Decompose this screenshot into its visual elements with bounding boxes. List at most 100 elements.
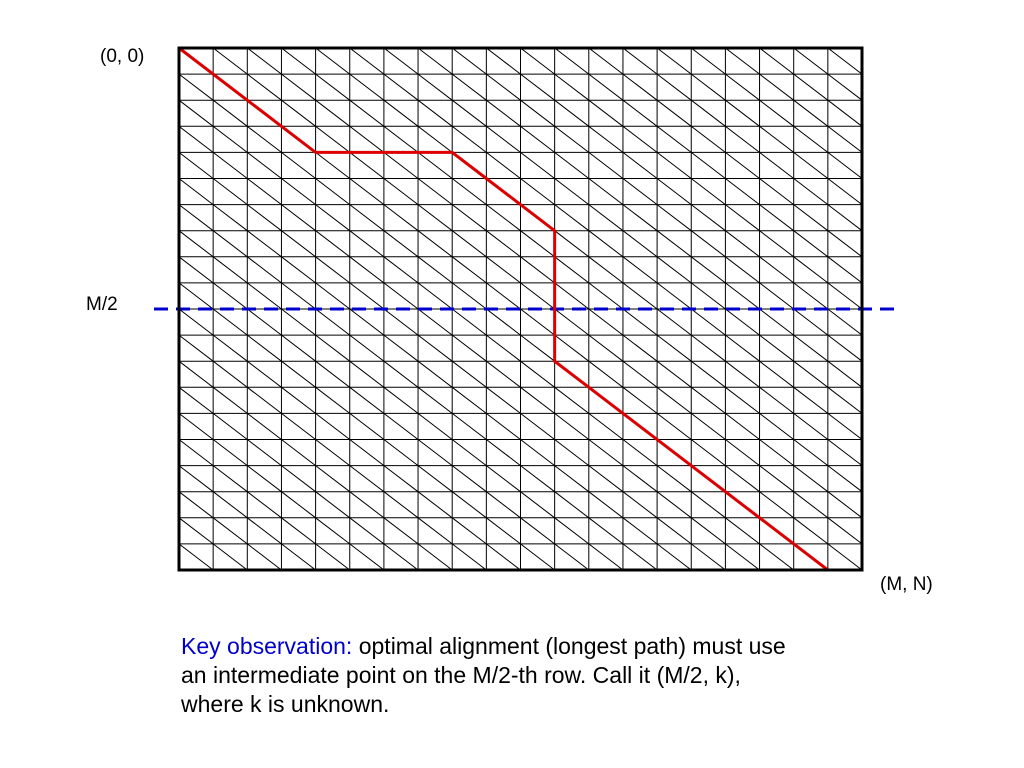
grid-diagonal-line xyxy=(725,256,760,284)
grid-diagonal-line xyxy=(451,334,487,362)
grid-diagonal-line xyxy=(246,386,282,414)
grid-diagonal-line xyxy=(520,491,555,519)
grid-diagonal-line xyxy=(554,413,590,440)
grid-diagonal-line xyxy=(315,465,351,493)
grid-diagonal-line xyxy=(246,334,282,362)
grid-diagonal-line xyxy=(349,517,385,545)
grid-diagonal-line xyxy=(212,282,248,310)
grid-diagonal-line xyxy=(212,99,248,127)
grid-diagonal-line xyxy=(759,386,795,414)
grid-diagonal-line xyxy=(588,125,624,153)
grid-diagonal-line xyxy=(178,517,214,545)
grid-diagonal-line xyxy=(827,230,863,258)
grid-diagonal-line xyxy=(554,517,590,545)
grid-diagonal-line xyxy=(246,125,282,153)
grid-diagonal-line xyxy=(349,308,385,336)
grid-diagonal-line xyxy=(554,152,590,179)
grid-diagonal-line xyxy=(315,256,351,284)
grid-diagonal-line xyxy=(178,491,214,519)
grid-diagonal-line xyxy=(417,99,453,127)
grid-diagonal-line xyxy=(759,334,795,362)
grid-diagonal-line xyxy=(417,386,453,414)
grid-diagonal-line xyxy=(212,308,248,336)
grid-diagonal-line xyxy=(725,308,760,336)
grid-diagonal-line xyxy=(349,204,385,232)
grid-diagonal-line xyxy=(451,204,487,232)
grid-diagonal-line xyxy=(827,256,863,284)
grid-diagonal-line xyxy=(246,256,282,284)
grid-diagonal-line xyxy=(793,465,829,493)
grid-diagonal-line xyxy=(588,256,624,284)
grid-diagonal-line xyxy=(417,465,453,493)
grid-diagonal-line xyxy=(759,439,795,466)
grid-diagonal-line xyxy=(281,439,316,466)
grid-diagonal-line xyxy=(827,178,863,205)
grid-diagonal-line xyxy=(656,517,692,545)
grid-diagonal-line xyxy=(725,439,760,466)
grid-diagonal-line xyxy=(451,386,487,414)
grid-diagonal-line xyxy=(656,386,692,414)
grid-diagonal-line xyxy=(520,256,555,284)
grid-diagonal-line xyxy=(793,491,829,519)
grid-diagonal-line xyxy=(656,491,692,519)
grid-diagonal-line xyxy=(178,73,214,101)
grid-diagonal-line xyxy=(349,543,385,571)
grid-diagonal-line xyxy=(451,491,487,519)
grid-diagonal-line xyxy=(212,47,248,75)
grid-diagonal-line xyxy=(520,413,555,440)
grid-diagonal-line xyxy=(690,204,726,232)
grid-diagonal-line xyxy=(827,152,863,179)
grid-diagonal-line xyxy=(622,125,658,153)
grid-diagonal-line xyxy=(178,334,214,362)
grid-diagonal-line xyxy=(554,439,590,466)
grid-diagonal-line xyxy=(588,230,624,258)
grid-diagonal-line xyxy=(725,125,760,153)
grid-diagonal-line xyxy=(417,125,453,153)
grid-diagonal-line xyxy=(588,543,624,571)
grid-diagonal-line xyxy=(451,360,487,388)
grid-diagonal-line xyxy=(554,491,590,519)
grid-diagonal-line xyxy=(827,73,863,101)
grid-diagonal-line xyxy=(212,543,248,571)
grid-diagonal-line xyxy=(178,465,214,493)
grid-diagonal-line xyxy=(759,178,795,205)
grid-diagonal-line xyxy=(520,334,555,362)
grid-diagonal-line xyxy=(827,282,863,310)
grid-diagonal-line xyxy=(315,99,351,127)
grid-diagonal-line xyxy=(759,543,795,571)
grid-diagonal-line xyxy=(588,152,624,179)
grid-diagonal-line xyxy=(622,73,658,101)
grid-diagonal-line xyxy=(349,230,385,258)
grid-diagonal-line xyxy=(827,360,863,388)
grid-diagonal-line xyxy=(486,465,521,493)
grid-diagonal-line xyxy=(520,308,555,336)
grid-diagonal-line xyxy=(281,517,316,545)
grid-diagonal-line xyxy=(690,178,726,205)
grid-diagonal-line xyxy=(383,439,419,466)
grid-diagonal-line xyxy=(349,178,385,205)
grid-diagonal-line xyxy=(827,308,863,336)
grid-diagonal-line xyxy=(315,308,351,336)
grid-diagonal-line xyxy=(315,413,351,440)
grid-diagonal-line xyxy=(793,73,829,101)
grid-diagonal-line xyxy=(520,47,555,75)
grid-diagonal-line xyxy=(690,517,726,545)
grid-diagonal-line xyxy=(212,204,248,232)
grid-diagonal-line xyxy=(690,152,726,179)
grid-diagonal-line xyxy=(690,282,726,310)
grid-diagonal-line xyxy=(486,543,521,571)
grid-diagonal-line xyxy=(349,99,385,127)
grid-diagonal-line xyxy=(451,282,487,310)
grid-diagonal-line xyxy=(759,73,795,101)
grid-diagonal-line xyxy=(725,282,760,310)
grid-diagonal-line xyxy=(486,125,521,153)
grid-diagonal-line xyxy=(178,230,214,258)
grid-diagonal-line xyxy=(622,334,658,362)
grid-diagonal-line xyxy=(588,517,624,545)
grid-diagonal-line xyxy=(588,360,624,388)
grid-diagonal-line xyxy=(212,360,248,388)
grid-diagonal-line xyxy=(281,204,316,232)
grid-diagonal-line xyxy=(759,99,795,127)
grid-diagonal-line xyxy=(554,125,590,153)
